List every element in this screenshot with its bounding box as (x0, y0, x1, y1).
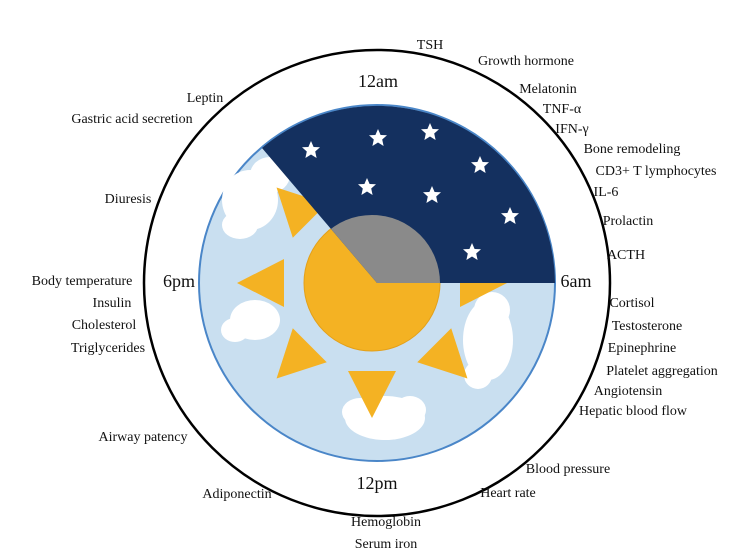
label: Blood pressure (526, 462, 610, 477)
clock-label: 6pm (163, 271, 195, 291)
label: TSH (417, 38, 443, 53)
label: Epinephrine (608, 341, 676, 356)
clock-label: 12pm (356, 473, 397, 493)
label: Insulin (93, 296, 132, 311)
label: Airway patency (98, 430, 187, 445)
label: Bone remodeling (584, 142, 681, 157)
clock-label: 12am (358, 71, 398, 91)
label: Hemoglobin (351, 515, 421, 530)
label: Prolactin (603, 214, 654, 229)
label: Testosterone (612, 319, 683, 334)
label: Hepatic blood flow (579, 404, 688, 419)
label: Growth hormone (478, 54, 574, 69)
clock-label: 6am (561, 271, 592, 291)
label: Body temperature (32, 274, 133, 289)
label: Cholesterol (72, 318, 137, 333)
label: TNF-α (543, 102, 582, 117)
diagram: 12am 6am 12pm 6pm TSH Growth hormone Mel… (0, 0, 733, 553)
label: Gastric acid secretion (71, 112, 192, 127)
label: Heart rate (480, 486, 536, 501)
label: Serum iron (355, 537, 418, 552)
label: IFN-γ (555, 122, 588, 137)
label: CD3+ T lymphocytes (596, 164, 717, 179)
label: Diuresis (105, 192, 152, 207)
label: Leptin (187, 91, 224, 106)
label: ACTH (607, 248, 645, 263)
label: Angiotensin (594, 384, 662, 399)
label: Platelet aggregation (606, 364, 718, 379)
label: Adiponectin (202, 487, 271, 502)
label: IL-6 (594, 185, 619, 200)
label: Cortisol (609, 296, 654, 311)
label: Melatonin (519, 82, 577, 97)
label: Triglycerides (71, 341, 145, 356)
